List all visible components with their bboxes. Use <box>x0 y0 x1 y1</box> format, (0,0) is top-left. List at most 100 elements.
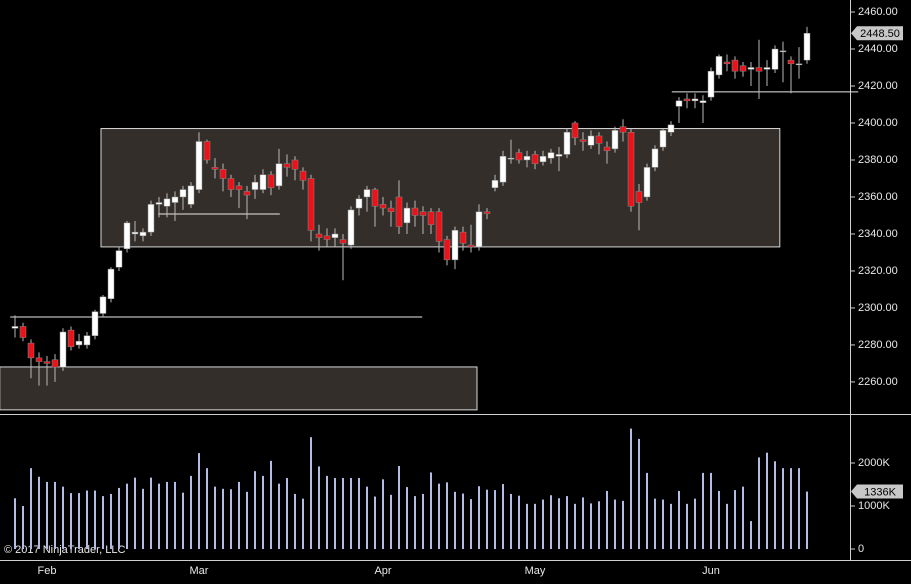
volume-bar <box>726 503 728 550</box>
volume-bar <box>582 497 584 550</box>
candle-body <box>731 59 739 72</box>
y-tick-label: 2420.00 <box>858 80 898 92</box>
volume-bar <box>462 493 464 550</box>
candle-body <box>683 98 691 102</box>
candle-body <box>19 326 27 338</box>
candle-body <box>755 67 763 72</box>
volume-bar <box>166 481 168 550</box>
candle-body <box>803 33 811 61</box>
candle-body <box>507 157 515 160</box>
candle-body <box>579 139 587 142</box>
candle-body <box>11 326 19 329</box>
volume-bar <box>150 477 152 550</box>
candle-body <box>603 146 611 151</box>
volume-bar <box>78 493 80 550</box>
candle-body <box>659 130 667 148</box>
volume-bar <box>118 487 120 550</box>
candle-body <box>411 207 419 216</box>
candle-body <box>43 361 51 364</box>
candle-body <box>443 239 451 261</box>
candle-body <box>491 180 499 188</box>
candle-body <box>195 141 203 190</box>
volume-bar <box>686 503 688 550</box>
volume-bar <box>334 478 336 550</box>
candle-body <box>619 126 627 133</box>
candle-body <box>331 233 339 238</box>
y-tick-label: 0 <box>858 543 864 555</box>
candle-body <box>435 211 443 242</box>
candle-body <box>707 70 715 98</box>
candle-body <box>643 167 651 198</box>
volume-bar <box>790 468 792 550</box>
volume-bar <box>798 468 800 550</box>
candle-body <box>667 124 675 133</box>
candle-body <box>219 168 227 179</box>
candle-body <box>91 311 99 336</box>
volume-bar <box>702 472 704 550</box>
volume-bar <box>214 486 216 550</box>
volume-bar <box>558 498 560 550</box>
volume-bar <box>46 481 48 550</box>
volume-bar <box>222 488 224 550</box>
volume-bar <box>446 482 448 550</box>
last-value-marker <box>851 26 903 41</box>
volume-bar <box>86 490 88 550</box>
candle-body <box>611 130 619 150</box>
candle-body <box>107 268 115 299</box>
volume-bar <box>182 492 184 550</box>
volume-bar <box>694 498 696 550</box>
candle-body <box>371 189 379 207</box>
volume-bar <box>526 503 528 550</box>
candle-body <box>571 122 579 139</box>
volume-bar <box>70 493 72 550</box>
candle-body <box>627 131 635 207</box>
y-tick-label: 2380.00 <box>858 154 898 166</box>
volume-bar <box>534 503 536 550</box>
volume-bar <box>238 481 240 550</box>
volume-bar <box>310 437 312 550</box>
candle-body <box>299 170 307 181</box>
candle-body <box>691 98 699 102</box>
volume-bar <box>630 428 632 550</box>
volume-bar <box>278 483 280 550</box>
candle-body <box>75 340 83 346</box>
candle-body <box>155 202 163 205</box>
volume-bar <box>430 472 432 550</box>
candle-body <box>427 211 435 225</box>
candle-body <box>283 163 291 168</box>
volume-bar <box>734 490 736 550</box>
volume-bar <box>414 496 416 550</box>
candle-body <box>35 357 43 362</box>
volume-bar <box>670 503 672 550</box>
volume-bar <box>22 506 24 550</box>
candle-body <box>739 65 747 72</box>
candle-body <box>147 204 155 233</box>
candle-body <box>227 178 235 190</box>
candle-body <box>139 231 147 237</box>
candle-body <box>515 152 523 161</box>
volume-bar <box>654 498 656 550</box>
candle-body <box>131 231 139 235</box>
candle-body <box>635 191 643 203</box>
candle-body <box>475 211 483 248</box>
volume-bar <box>374 496 376 550</box>
volume-bar <box>766 452 768 550</box>
candle-body <box>779 50 787 53</box>
candle-body <box>547 152 555 159</box>
volume-bar <box>366 486 368 550</box>
candle-body <box>387 207 395 213</box>
volume-bar <box>510 493 512 550</box>
candle-body <box>531 154 539 164</box>
volume-bar <box>470 499 472 550</box>
x-tick-label: Mar <box>190 565 209 577</box>
y-tick-label: 2000K <box>858 457 890 469</box>
volume-bar <box>126 483 128 550</box>
candle-body <box>523 156 531 161</box>
candle-body <box>595 135 603 144</box>
candle-body <box>763 67 771 70</box>
volume-bar <box>718 490 720 550</box>
candle-body <box>499 156 507 183</box>
candle-body <box>483 211 491 214</box>
volume-bar <box>358 478 360 550</box>
candle-body <box>179 189 187 198</box>
